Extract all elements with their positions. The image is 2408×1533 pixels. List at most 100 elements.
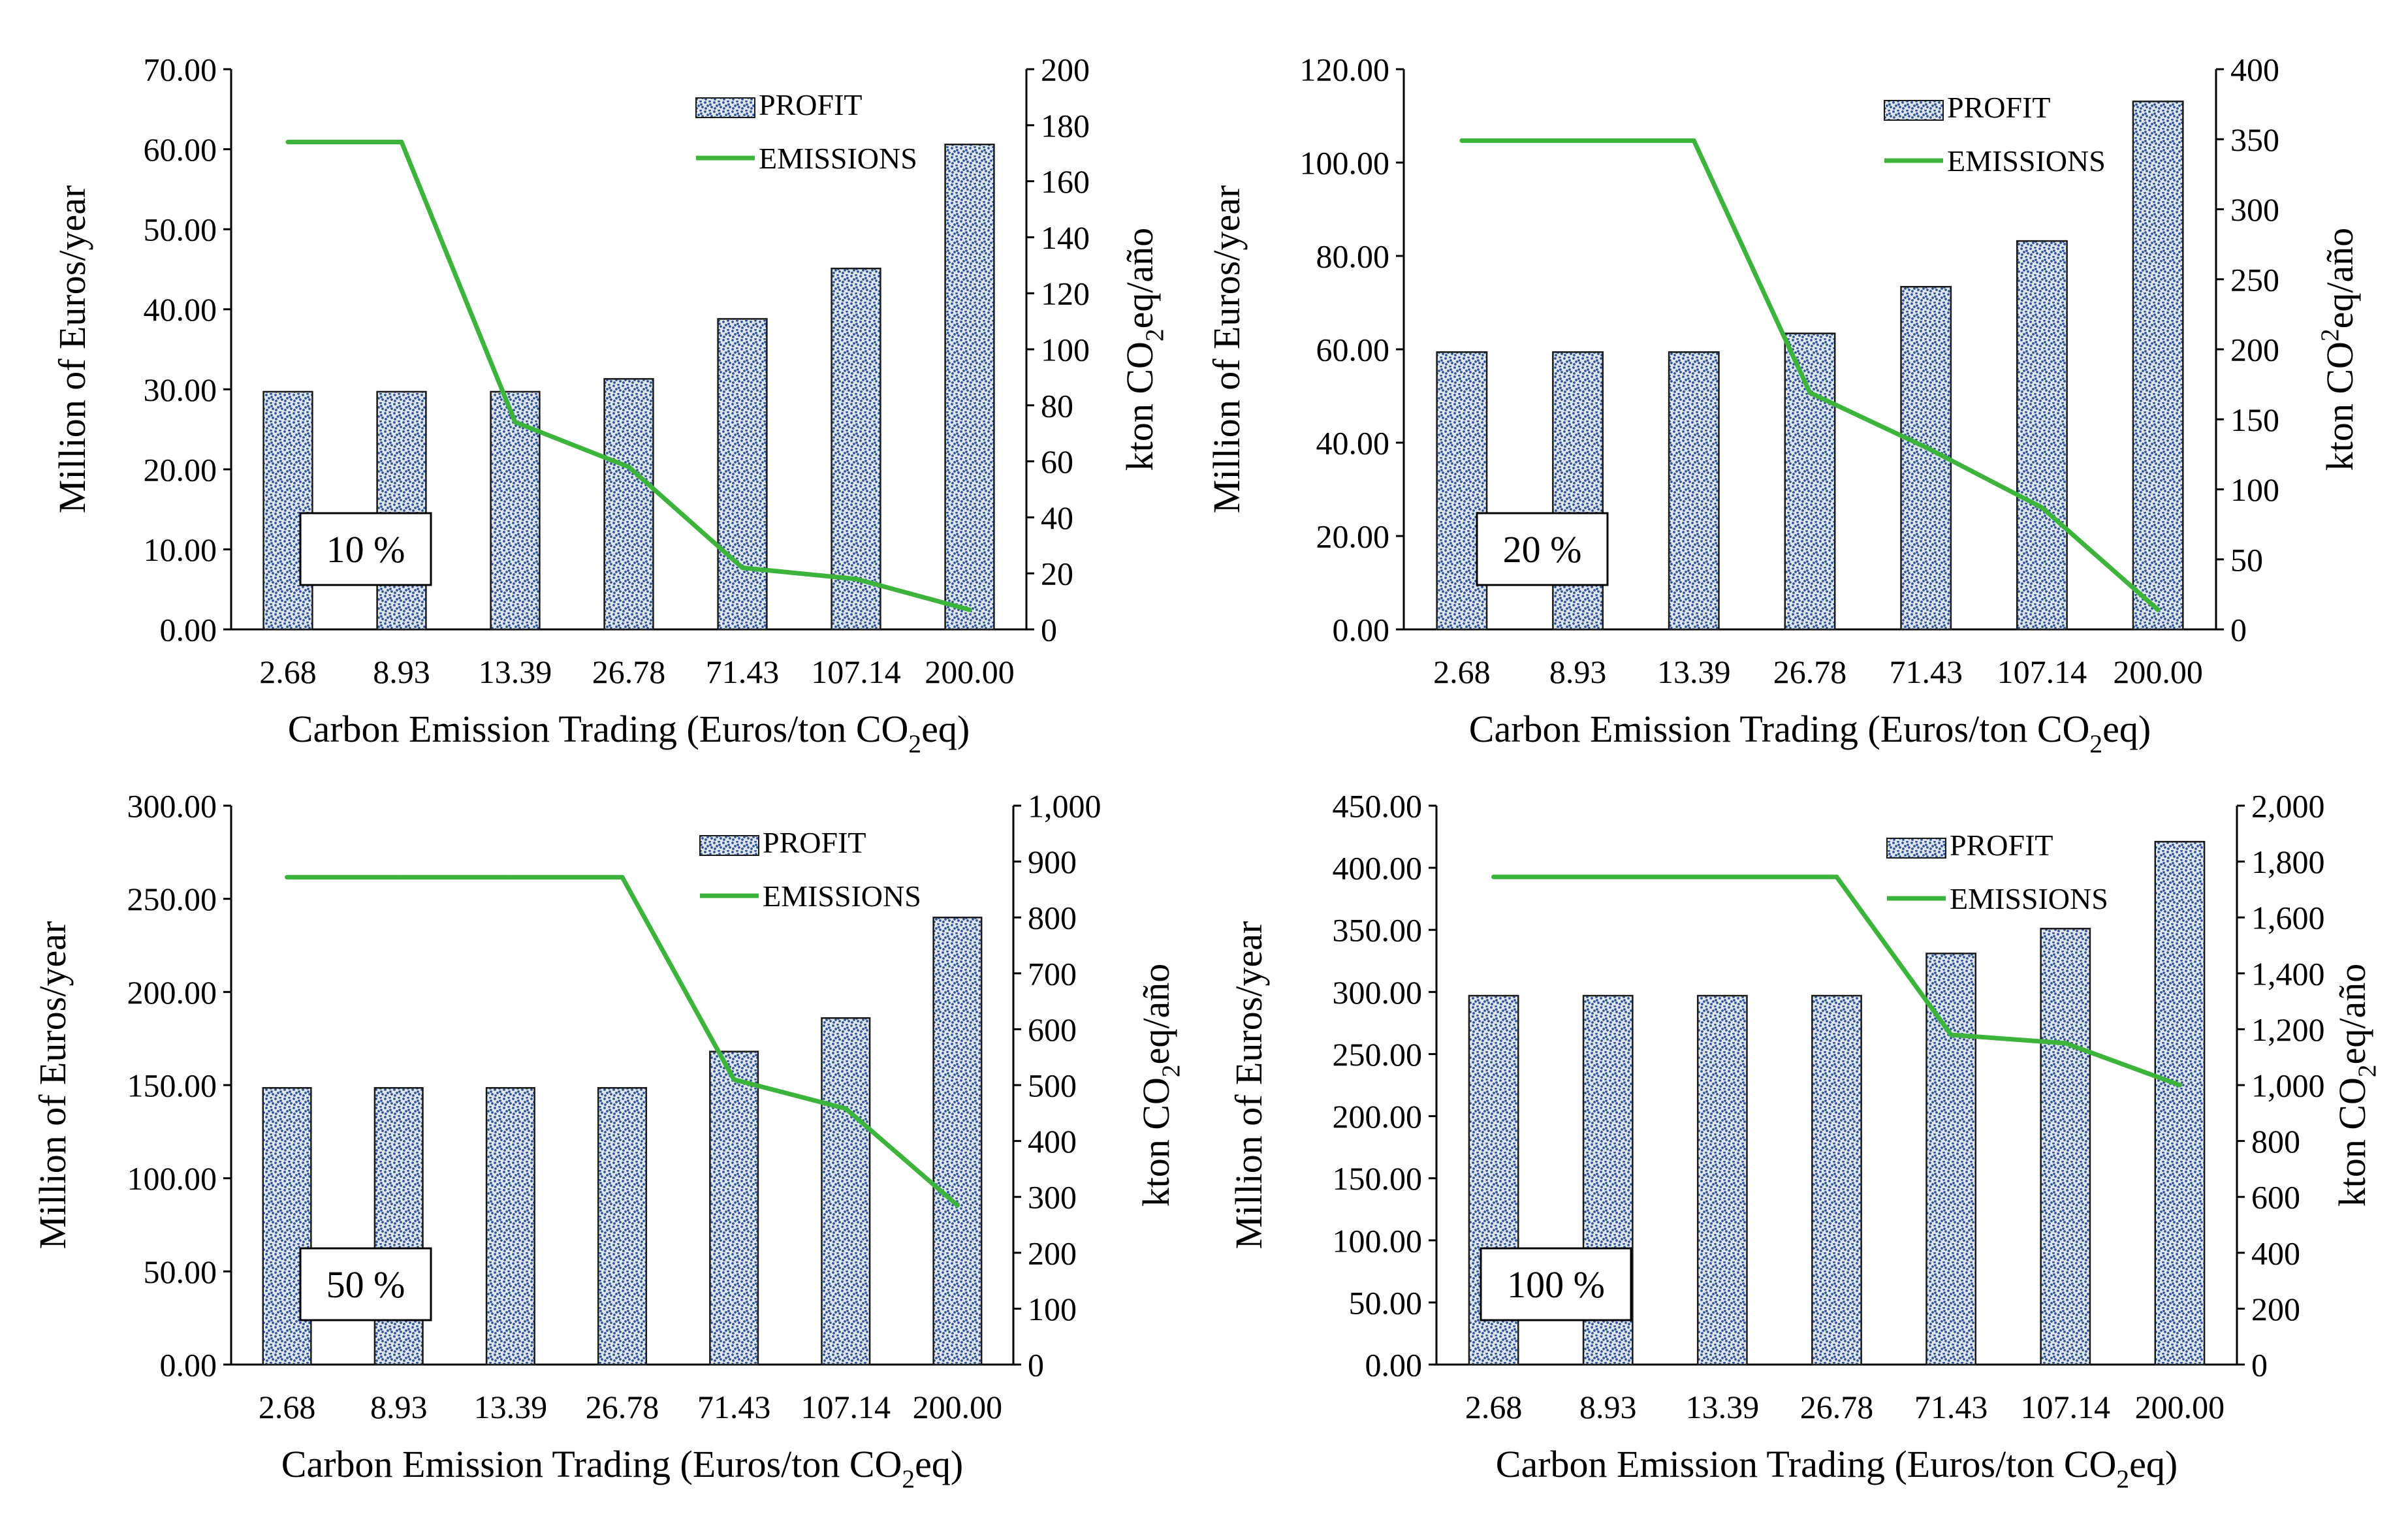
panel-label: 100 %	[1507, 1263, 1605, 1306]
x-tick-label: 2.68	[1465, 1389, 1523, 1425]
emissions-point	[1576, 138, 1581, 143]
legend-label-emissions: EMISSIONS	[763, 879, 921, 913]
x-tick-label: 2.68	[259, 1389, 316, 1425]
legend-swatch-profit	[699, 835, 759, 856]
legend: PROFIT EMISSIONS	[699, 826, 921, 913]
right-tick-label: 600	[2251, 1179, 2300, 1216]
profit-bar	[1552, 351, 1604, 631]
emissions-point	[513, 420, 518, 425]
right-axis-title: kton CO2eq/año	[1135, 964, 1185, 1207]
right-tick-label: 180	[1041, 107, 1090, 144]
panel-label-box	[1480, 1247, 1632, 1321]
left-tick-label: 80.00	[1316, 238, 1390, 275]
left-tick-label: 150.00	[127, 1067, 217, 1104]
left-tick-label: 250.00	[1333, 1036, 1423, 1073]
right-tick-label: 200	[1028, 1235, 1077, 1271]
right-tick-label: 50	[2230, 541, 2263, 578]
emissions-point	[843, 1106, 848, 1111]
chart-panel-2: 0.00 20.00 40.00 60.00 80.00 100.00 120.00 0 50 1…	[1205, 52, 2361, 759]
right-tick-label: 100	[1028, 1291, 1077, 1327]
left-tick-label: 400.00	[1333, 850, 1423, 887]
x-tick-label: 107.14	[2021, 1389, 2111, 1425]
profit-bar	[831, 267, 881, 631]
profit-bar	[717, 318, 768, 631]
x-tick-label: 13.39	[474, 1389, 548, 1425]
x-tick-label: 71.43	[697, 1389, 771, 1425]
right-tick-label: 0	[1041, 612, 1057, 648]
left-axis-title: Million of Euros/year	[31, 921, 74, 1250]
profit-bar	[597, 1087, 648, 1366]
profit-bar	[932, 916, 983, 1366]
legend-label-emissions: EMISSIONS	[1947, 144, 2106, 178]
legend-label-profit: PROFIT	[1950, 829, 2053, 862]
emissions-point	[1720, 874, 1725, 879]
left-tick-label: 20.00	[144, 451, 217, 488]
left-tick-label: 100.00	[1333, 1222, 1423, 1259]
left-tick-label: 10.00	[144, 531, 217, 568]
x-tick-label: 13.39	[1686, 1389, 1760, 1425]
left-tick-label: 0.00	[160, 612, 217, 648]
emissions-point	[740, 565, 745, 571]
legend: PROFIT EMISSIONS	[1886, 829, 2108, 915]
x-axis-title: Carbon Emission Trading (Euros/ton CO2eq…	[281, 1443, 963, 1493]
x-tick-label: 26.78	[592, 654, 666, 690]
emissions-point	[285, 875, 290, 880]
right-tick-label: 2,000	[2251, 788, 2325, 825]
profit-bar	[490, 390, 541, 631]
right-tick-label: 300	[2230, 191, 2279, 228]
left-tick-label: 150.00	[1333, 1160, 1423, 1197]
x-tick-label: 107.14	[811, 654, 901, 690]
profit-bar	[603, 378, 654, 631]
emissions-point	[1691, 138, 1696, 143]
left-tick-label: 100.00	[1300, 145, 1390, 182]
profit-bar	[262, 390, 313, 631]
left-tick-label: 0.00	[160, 1347, 217, 1383]
right-tick-label: 0	[1028, 1347, 1044, 1383]
emissions-point	[1924, 445, 1929, 450]
x-tick-label: 13.39	[479, 654, 552, 690]
right-tick-label: 500	[1028, 1067, 1077, 1104]
right-tick-label: 400	[2251, 1235, 2300, 1271]
x-tick-label: 26.78	[1800, 1389, 1874, 1425]
x-tick-label: 71.43	[1914, 1389, 1988, 1425]
legend-label-profit: PROFIT	[763, 826, 866, 859]
left-tick-label: 120.00	[1300, 52, 1390, 88]
right-tick-label: 250	[2230, 261, 2279, 298]
right-tick-label: 800	[1028, 900, 1077, 936]
panel-label: 10 %	[326, 528, 405, 571]
x-tick-label: 8.93	[373, 654, 430, 690]
emissions-point	[2039, 505, 2044, 510]
profit-bar	[2040, 928, 2091, 1366]
right-tick-label: 100	[2230, 471, 2279, 508]
panel-label-box	[299, 1247, 432, 1321]
x-tick-label: 71.43	[1889, 654, 1963, 690]
right-tick-label: 800	[2251, 1123, 2300, 1160]
x-tick-label: 8.93	[1579, 1389, 1637, 1425]
panel-label: 20 %	[1503, 528, 1582, 571]
emissions-point	[731, 1077, 737, 1082]
right-tick-label: 400	[2230, 52, 2279, 88]
right-tick-label: 300	[1028, 1179, 1077, 1216]
left-tick-label: 300.00	[1333, 974, 1423, 1011]
x-tick-label: 200.00	[913, 1389, 1003, 1425]
emissions-point	[2063, 1041, 2068, 1046]
emissions-point	[853, 577, 859, 582]
x-tick-label: 2.68	[259, 654, 317, 690]
right-tick-label: 1,200	[2251, 1011, 2325, 1048]
emissions-point	[1948, 1032, 1954, 1037]
left-tick-label: 350.00	[1333, 912, 1423, 949]
x-tick-label: 200.00	[2135, 1389, 2225, 1425]
left-tick-label: 200.00	[1333, 1098, 1423, 1135]
left-axis-title: Million of Euros/year	[1228, 921, 1270, 1250]
x-tick-label: 107.14	[1997, 654, 2087, 690]
profit-bar	[1811, 994, 1862, 1366]
panel-label-box	[299, 512, 432, 586]
right-axis-title: kton CO2eq/año	[1118, 228, 1169, 471]
emissions-point	[1491, 874, 1497, 879]
emissions-point	[2177, 1083, 2182, 1088]
legend-label-profit: PROFIT	[759, 88, 862, 121]
right-tick-label: 100	[1041, 332, 1090, 368]
profit-bar	[2016, 240, 2068, 631]
right-tick-label: 1,400	[2251, 955, 2325, 992]
profit-bar	[2154, 840, 2206, 1366]
